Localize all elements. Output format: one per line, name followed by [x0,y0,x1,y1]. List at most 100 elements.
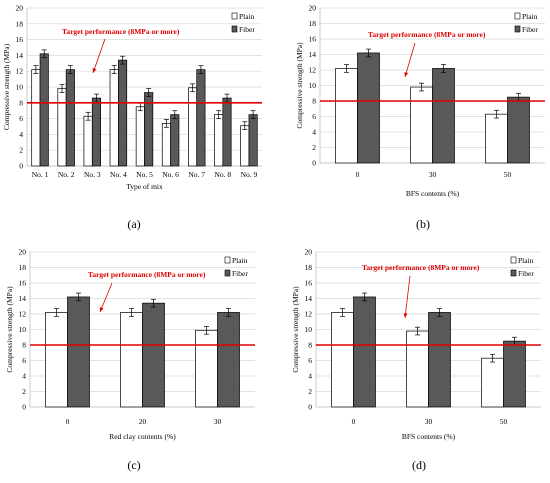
bar-fiber [222,97,232,167]
bar-plain [135,106,145,167]
y-tick-label: 14 [305,294,313,303]
bar-fiber [217,312,240,408]
bar-plain [31,69,41,167]
bar-plain [214,114,224,167]
bar-fiber [65,69,75,167]
x-tick-label: 0 [352,417,356,426]
bar-plain [45,312,68,408]
y-tick-label: 6 [308,356,312,365]
y-tick-label: 12 [305,310,313,319]
bar-fiber [91,97,101,167]
y-tick-label: 14 [309,50,317,59]
bar-plain [335,68,358,164]
panel-label: (d) [412,458,426,472]
bar-plain [188,87,198,167]
y-tick-label: 6 [19,114,23,123]
x-tick-label: 50 [500,417,508,426]
y-tick-label: 4 [312,128,316,137]
bar-plain [240,125,250,167]
x-tick-label: No. 1 [32,170,49,179]
bar-fiber [39,53,49,167]
y-tick-label: 18 [305,263,313,272]
y-tick-label: 2 [22,387,26,396]
legend-swatch-plain [510,256,517,264]
panel-label: (c) [127,458,140,472]
annotation-arrow [404,42,416,78]
bar-fiber [503,340,526,408]
legend-label-plain: Plain [522,12,538,21]
x-tick-label: 30 [214,417,222,426]
bar-plain [109,69,119,167]
legend-label-fiber: Fiber [239,25,255,34]
y-axis-label: Compressive strength (MPa) [5,286,14,373]
x-tick-label: No. 8 [214,170,231,179]
bar-fiber [118,59,128,167]
y-tick-label: 4 [19,130,23,139]
x-tick-label: No. 2 [58,170,75,179]
y-tick-label: 2 [308,387,312,396]
legend-label-plain: Plain [518,256,534,265]
bar-fiber [196,69,206,167]
y-tick-label: 20 [309,4,317,13]
x-tick-label: 50 [504,170,512,179]
x-tick-label: No. 9 [241,170,258,179]
bar-plain [161,122,171,167]
bar-plain [481,357,504,408]
bar-fiber [357,52,380,164]
y-tick-label: 10 [305,325,313,334]
bar-fiber [248,114,258,167]
y-tick-label: 8 [308,341,312,350]
y-tick-label: 10 [309,81,317,90]
y-tick-label: 4 [22,372,26,381]
x-tick-label: No. 7 [188,170,205,179]
y-tick-label: 16 [19,279,27,288]
y-tick-label: 20 [16,4,24,13]
bar-plain [195,329,218,408]
legend-swatch-fiber [514,25,521,33]
target-annotation: Target performance (8MPa or more) [362,263,480,272]
legend-swatch-plain [224,256,231,264]
legend-label-fiber: Fiber [522,25,538,34]
bar-fiber [67,296,90,408]
y-tick-label: 18 [309,19,317,28]
x-tick-label: 30 [429,170,437,179]
y-tick-label: 2 [19,146,23,155]
legend-label-plain: Plain [239,12,255,21]
y-tick-label: 16 [16,35,24,44]
legend-swatch-fiber [224,269,231,277]
y-tick-label: 16 [305,279,313,288]
annotation-arrowhead [404,72,409,77]
y-tick-label: 18 [16,19,24,28]
annotation-arrow [404,275,411,319]
x-tick-label: No. 5 [136,170,153,179]
y-tick-label: 20 [305,248,313,257]
y-tick-label: 14 [19,294,27,303]
x-axis-label: Type of mix [126,182,163,191]
y-tick-label: 12 [19,310,27,319]
bar-plain [331,312,354,408]
bar-plain [410,86,433,164]
bar-fiber [170,114,180,167]
bar-plain [83,115,93,167]
x-axis-label: Red clay contents (%) [109,432,176,441]
y-tick-label: 0 [308,403,312,412]
annotation-arrowhead [99,307,104,312]
y-tick-label: 12 [309,66,317,75]
bar-fiber [428,312,451,408]
x-tick-label: 0 [356,170,360,179]
bar-fiber [353,296,376,408]
x-tick-label: 20 [139,417,147,426]
legend-label-fiber: Fiber [232,269,248,278]
bar-plain [406,330,429,408]
bar-plain [57,88,67,167]
x-tick-label: No. 4 [110,170,127,179]
panel-label: (b) [416,217,430,231]
y-tick-label: 14 [16,51,24,60]
y-tick-label: 8 [22,341,26,350]
bar-plain [485,113,508,164]
target-annotation: Target performance (8MPa or more) [88,270,206,279]
x-axis-label: BFS contents (%) [402,432,456,441]
x-tick-label: 0 [66,417,70,426]
